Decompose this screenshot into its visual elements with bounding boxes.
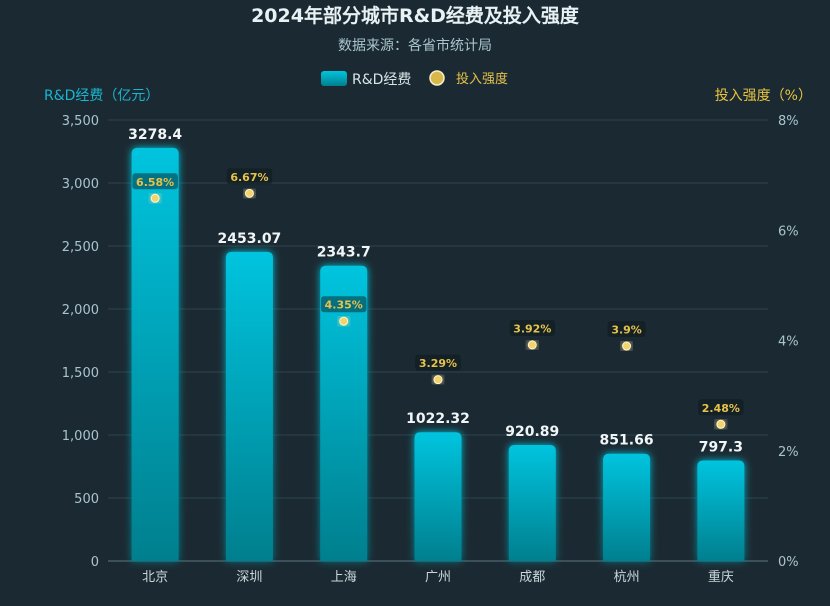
left-tick-label: 3,000 [62,177,99,192]
bar-value-label: 2453.07 [218,231,282,247]
right-axis-title: 投入强度（%） [715,88,812,104]
legend: R&D经费 投入强度 [321,70,508,88]
right-tick-label: 0% [778,555,799,570]
point-label-background [415,354,461,371]
left-tick-label: 500 [74,492,99,507]
point-label-background [320,296,367,313]
x-tick-label: 广州 [425,570,451,585]
point[interactable] [150,193,160,203]
point-label-background [509,319,556,336]
point-value-label: 3.92% [513,322,551,335]
legend-bar-label: R&D经费 [352,72,411,88]
point[interactable] [716,419,726,429]
left-tick-label: 1,000 [62,429,99,444]
x-tick-label: 成都 [519,570,545,585]
legend-point-label: 投入强度 [456,71,508,87]
point-value-label: 6.67% [230,171,268,184]
legend-item-point[interactable]: 投入强度 [429,70,508,87]
bar [131,147,179,561]
point-label-background [132,173,178,190]
point[interactable] [339,316,349,326]
point[interactable] [244,188,254,198]
point-label-background [607,321,646,338]
point[interactable] [622,341,632,351]
bar-value-label: 3278.4 [128,127,182,143]
bar [225,251,273,561]
bar-value-label: 1022.32 [406,411,470,427]
bar [697,460,745,561]
point-label-background [698,399,744,416]
point-value-label: 2.48% [702,402,740,415]
bar [414,432,462,561]
bar [603,453,651,561]
x-tick-label: 深圳 [236,570,262,585]
point-value-label: 6.58% [136,176,174,189]
left-tick-label: 2,000 [62,303,99,318]
point-value-label: 4.35% [325,299,363,312]
point-value-label: 3.29% [419,357,457,370]
chart-subtitle: 数据来源：各省市统计局 [338,37,492,54]
point-label-background [226,168,273,185]
left-axis-title: R&D经费（亿元） [44,88,159,104]
point-value-label: 3.9% [611,324,642,337]
bar-value-label: 797.3 [699,440,743,456]
bar [508,444,556,561]
right-tick-label: 2% [778,445,799,460]
left-tick-label: 1,500 [62,366,99,381]
x-tick-label: 杭州 [614,570,640,585]
right-tick-label: 8% [778,114,799,129]
bar [320,265,368,561]
x-tick-label: 上海 [331,570,357,585]
legend-item-bar[interactable]: R&D经费 [321,71,411,88]
left-tick-label: 2,500 [62,240,99,255]
legend-bar-swatch [321,71,347,86]
x-tick-label: 重庆 [708,569,734,585]
point[interactable] [433,375,443,385]
legend-point-swatch [429,70,445,86]
left-tick-label: 0 [91,555,99,570]
left-tick-label: 3,500 [62,114,99,129]
bar-value-label: 851.66 [600,433,654,449]
right-tick-label: 6% [778,224,799,239]
bar-value-label: 920.89 [505,424,559,440]
bar-value-label: 2343.7 [317,245,371,261]
chart-title: 2024年部分城市R&D经费及投入强度 [251,4,580,27]
right-tick-label: 4% [778,335,799,350]
point[interactable] [527,340,537,350]
x-tick-label: 北京 [142,570,168,585]
